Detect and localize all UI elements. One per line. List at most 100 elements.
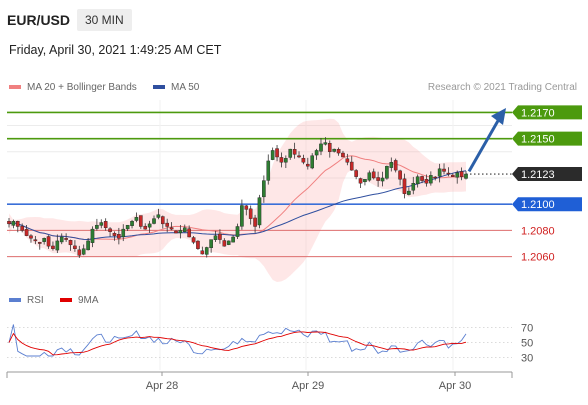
candle-body: [37, 241, 42, 244]
candle-body: [270, 150, 275, 160]
candle-body: [191, 237, 196, 243]
price-label-support: 1.2080: [521, 225, 555, 237]
candle-body: [187, 228, 191, 238]
candle-body: [90, 228, 95, 243]
candle-body: [51, 245, 55, 249]
price-label-bg-pivot: [512, 197, 582, 212]
candle-body: [152, 218, 156, 224]
candle-body: [314, 150, 319, 156]
candle-body: [407, 190, 411, 195]
candle-body: [33, 239, 38, 242]
forecast-arrow-head: [491, 107, 506, 125]
price-label-resistance: 1.2170: [521, 107, 555, 119]
candle-body: [68, 239, 73, 246]
candle-body: [174, 230, 178, 234]
rsi-line: [8, 324, 467, 357]
price-label-bg-resistance: [512, 105, 582, 120]
candle-body: [420, 176, 424, 181]
candle-body: [95, 224, 99, 229]
candle-body: [130, 221, 134, 226]
candle-body: [231, 236, 235, 243]
price-label-support: 1.2060: [521, 252, 555, 264]
credit-text: Research © 2021 Trading Central: [427, 82, 577, 93]
candle-body: [222, 240, 227, 247]
candle-body: [341, 152, 345, 158]
candle-body: [165, 222, 169, 227]
legend-ma20-label: MA 20 + Bollinger Bands: [27, 82, 137, 93]
candle-body: [139, 215, 143, 227]
legend-9ma-swatch: [60, 298, 72, 303]
candle-body: [433, 176, 438, 179]
candle-body: [200, 250, 205, 255]
candle-body: [182, 227, 187, 233]
candle-body: [442, 168, 446, 172]
candle-body: [257, 197, 262, 226]
candle-body: [204, 247, 209, 255]
candle-body: [310, 155, 315, 169]
candle-body: [15, 221, 20, 227]
candle-body: [125, 224, 130, 230]
x-tick-label: Apr 28: [146, 380, 178, 392]
candle-body: [323, 142, 328, 145]
candle-body: [81, 248, 86, 255]
rsi-tick-label: 30: [521, 353, 533, 365]
candle-body: [393, 160, 398, 171]
candle-body: [380, 177, 385, 182]
candle-body: [319, 143, 323, 152]
candle-body: [385, 165, 389, 179]
legend-ma50-swatch: [153, 85, 165, 90]
candle-body: [169, 227, 174, 230]
legend-rsi-swatch: [9, 298, 21, 303]
candle-body: [253, 217, 257, 227]
candle-body: [464, 173, 468, 179]
candle-body: [213, 235, 218, 240]
candle-body: [288, 148, 293, 158]
candle-body: [402, 178, 407, 194]
candle-body: [367, 172, 372, 181]
candle-body: [415, 176, 420, 185]
timestamp: Friday, April 30, 2021 1:49:25 AM CET: [9, 43, 222, 57]
candle-body: [24, 229, 29, 236]
candle-body: [147, 223, 152, 228]
rsi-tick-label: 70: [521, 323, 533, 335]
candle-body: [279, 157, 284, 163]
candle-body: [363, 179, 367, 183]
candle-body: [134, 217, 139, 221]
candle-body: [336, 148, 341, 154]
candle-body: [275, 148, 279, 158]
candle-body: [108, 228, 112, 232]
candle-body: [156, 214, 161, 218]
candle-body: [389, 162, 394, 168]
price-label-resistance: 1.2150: [521, 134, 555, 146]
candle-body: [117, 234, 121, 239]
timeframe-badge[interactable]: 30 MIN: [77, 9, 132, 31]
candle-body: [446, 172, 451, 175]
candle-body: [301, 157, 306, 163]
x-tick-label: Apr 30: [439, 380, 471, 392]
candle-body: [226, 240, 231, 245]
rsi-9ma-line: [8, 331, 467, 356]
candle-body: [59, 236, 64, 243]
candle-body: [284, 158, 288, 163]
candle-body: [218, 233, 222, 240]
candle-body: [459, 171, 464, 177]
candle-body: [103, 221, 108, 228]
candle-body: [327, 142, 332, 152]
candle-body: [266, 160, 271, 181]
legend-ma20-swatch: [9, 85, 21, 90]
candle-body: [86, 240, 90, 251]
candle-body: [376, 177, 380, 181]
rsi-tick-label: 50: [521, 338, 533, 350]
candle-body: [55, 240, 60, 251]
candle-body: [451, 174, 455, 177]
legend-rsi: RSI: [9, 295, 44, 306]
candle-body: [358, 178, 363, 184]
candle-body: [64, 238, 68, 240]
candle-body: [345, 158, 350, 163]
candle-body: [209, 239, 213, 249]
candle-body: [240, 205, 244, 227]
candle-body: [398, 170, 402, 180]
candle-body: [29, 235, 33, 239]
candle-body: [248, 208, 253, 219]
